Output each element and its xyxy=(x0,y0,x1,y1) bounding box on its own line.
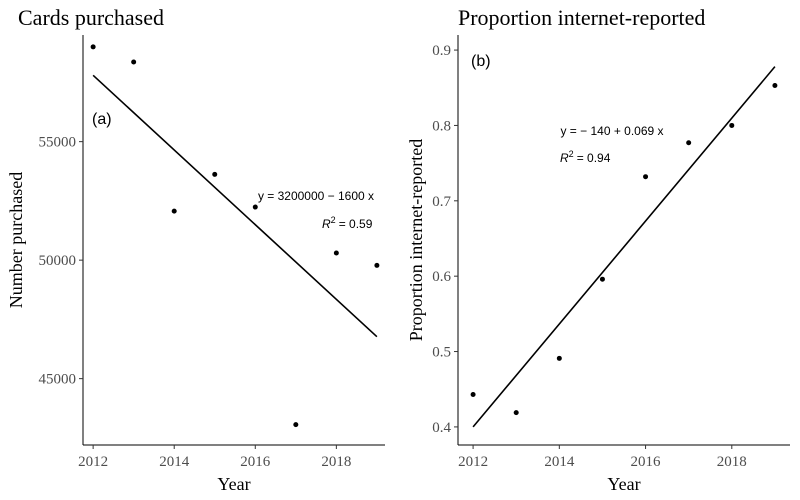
regression-line xyxy=(92,74,378,338)
y-tick-label: 0.6 xyxy=(432,269,451,285)
x-tick-label: 2014 xyxy=(159,454,190,470)
y-tick-label: 0.8 xyxy=(432,118,451,134)
y-tick-label: 45000 xyxy=(39,372,77,388)
x-tick-label: 2016 xyxy=(240,454,271,470)
superscript-2: 2 xyxy=(331,215,336,225)
y-tick-label: 0.5 xyxy=(432,345,451,361)
data-point xyxy=(513,410,519,416)
panel-label: (a) xyxy=(92,111,112,128)
data-point xyxy=(171,208,177,214)
y-axis-title: Number purchased xyxy=(6,172,26,308)
x-tick-label: 2012 xyxy=(78,454,108,470)
r-squared-value: = 0.59 xyxy=(339,217,373,231)
regression-equation: y = 3200000 − 1600 x xyxy=(258,189,374,203)
x-tick-label: 2018 xyxy=(717,454,747,470)
data-point xyxy=(374,262,380,268)
panel-b: Proportion internet-reported 2012 2014 2016… xyxy=(406,5,790,494)
x-tick-label: 2014 xyxy=(544,454,575,470)
y-axis-title: Proportion internet-reported xyxy=(406,139,426,341)
data-point xyxy=(772,82,778,88)
x-tick-label: 2018 xyxy=(321,454,351,470)
data-point xyxy=(131,59,137,65)
data-point xyxy=(599,276,605,282)
r-squared-value: = 0.94 xyxy=(577,151,611,165)
data-point xyxy=(470,392,476,398)
superscript-2: 2 xyxy=(569,149,574,159)
x-axis-title: Year xyxy=(217,474,250,494)
r-squared-label: R2 = 0.94 xyxy=(560,149,611,165)
data-point xyxy=(212,171,218,177)
x-tick-label: 2016 xyxy=(631,454,662,470)
x-tick-label: 2012 xyxy=(458,454,488,470)
y-tick-label: 0.7 xyxy=(432,194,451,210)
data-point xyxy=(556,355,562,361)
r-symbol: R xyxy=(322,217,331,231)
y-tick-label: 55000 xyxy=(39,135,77,151)
regression-line xyxy=(472,66,776,428)
data-point xyxy=(643,174,649,180)
y-tick-label: 0.4 xyxy=(432,420,451,436)
data-point xyxy=(252,204,258,210)
panel-label: (b) xyxy=(471,53,491,70)
data-point xyxy=(729,122,735,128)
r-symbol: R xyxy=(560,151,569,165)
panel-a: Cards purchased 2012 2014 2016 2018 45000 5000… xyxy=(6,5,385,494)
data-point xyxy=(686,140,692,146)
regression-equation: y = − 140 + 0.069 x xyxy=(560,124,663,138)
data-point xyxy=(90,44,96,50)
x-axis-title: Year xyxy=(607,474,640,494)
y-tick-label: 0.9 xyxy=(432,43,451,59)
y-tick-label: 50000 xyxy=(39,253,77,269)
chart-title: Proportion internet-reported xyxy=(458,5,705,30)
data-point xyxy=(333,250,339,256)
r-squared-label: R2 = 0.59 xyxy=(322,215,373,231)
chart-title: Cards purchased xyxy=(18,5,164,30)
data-point xyxy=(293,422,299,428)
